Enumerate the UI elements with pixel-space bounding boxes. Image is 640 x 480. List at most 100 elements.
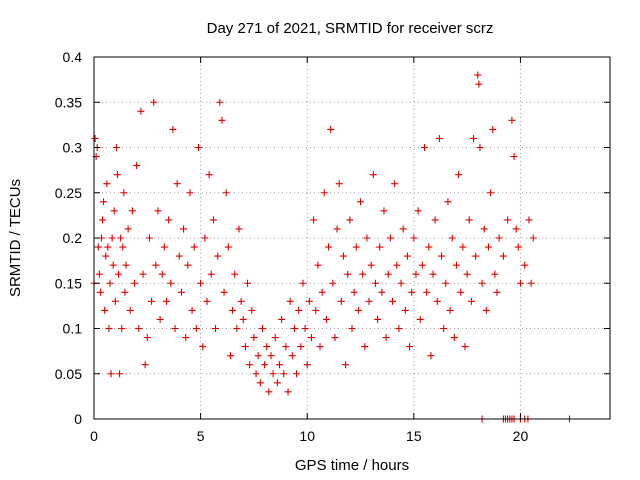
data-point [248, 306, 256, 314]
data-point [350, 288, 358, 296]
data-point [457, 288, 465, 296]
data-point [290, 325, 298, 332]
data-point [459, 243, 467, 251]
data-point [476, 144, 484, 151]
y-tick-label: 0.35 [55, 94, 82, 110]
data-point [218, 116, 226, 124]
data-point [295, 306, 303, 314]
data-point [391, 180, 399, 188]
data-point [113, 171, 121, 179]
data-point [425, 243, 433, 251]
data-point [165, 216, 173, 224]
data-point [384, 270, 392, 278]
data-point [269, 370, 277, 378]
data-point [282, 343, 290, 351]
data-point [231, 270, 239, 278]
data-point [395, 325, 403, 332]
data-point [495, 234, 503, 242]
data-point [261, 361, 269, 369]
data-point [301, 325, 309, 332]
data-point [478, 279, 486, 287]
data-point [162, 297, 170, 305]
y-tick-label: 0.15 [55, 275, 82, 291]
data-point [399, 225, 407, 233]
data-point [110, 207, 118, 215]
data-point [216, 98, 224, 106]
data-point [410, 234, 418, 242]
data-point [169, 125, 177, 133]
data-point [233, 325, 241, 332]
x-axis-label: GPS time / hours [295, 457, 409, 474]
data-point [472, 252, 480, 260]
data-point [101, 306, 109, 314]
data-point [220, 288, 228, 296]
data-point [152, 261, 160, 269]
data-point [109, 261, 117, 269]
x-tick-label: 0 [90, 428, 98, 444]
data-point [105, 325, 113, 332]
data-point [337, 297, 345, 305]
data-point [378, 288, 386, 296]
data-point [529, 234, 537, 242]
data-point [499, 252, 507, 260]
data-point [96, 288, 104, 296]
data-point [124, 225, 132, 233]
y-tick-label: 0 [74, 411, 82, 427]
data-point [339, 252, 347, 260]
data-point [128, 207, 136, 215]
data-point [312, 306, 320, 314]
data-point [188, 306, 196, 314]
data-point [433, 297, 441, 305]
data-point [346, 216, 354, 224]
data-point [431, 216, 439, 224]
data-point [374, 315, 382, 323]
y-tick-label: 0.3 [63, 140, 83, 156]
data-point [271, 334, 279, 342]
data-point [160, 243, 168, 251]
data-point [237, 297, 245, 305]
data-point [107, 370, 115, 378]
data-point [209, 216, 217, 224]
data-point [474, 71, 482, 79]
data-point [438, 252, 446, 260]
data-point [429, 270, 437, 278]
data-point [143, 334, 151, 342]
data-point [212, 325, 220, 332]
data-point [239, 315, 247, 323]
data-point [235, 225, 243, 233]
data-point [184, 261, 192, 269]
data-point [104, 243, 112, 251]
data-point [276, 361, 284, 369]
data-point [329, 279, 337, 287]
data-point [354, 306, 362, 314]
data-point [244, 279, 252, 287]
data-point [226, 352, 234, 360]
data-point [412, 270, 420, 278]
data-point [95, 270, 103, 278]
data-point [286, 297, 294, 305]
data-point [455, 171, 463, 179]
data-point [256, 379, 264, 387]
data-point [482, 306, 490, 314]
data-point [380, 207, 388, 215]
data-point [117, 234, 125, 242]
data-point [508, 116, 516, 124]
data-point [175, 252, 183, 260]
data-point [145, 234, 153, 242]
data-point [487, 189, 495, 197]
data-point [241, 343, 249, 351]
data-point [167, 279, 175, 287]
data-point [414, 207, 422, 215]
data-point [361, 343, 369, 351]
data-point [139, 270, 147, 278]
y-tick-label: 0.1 [63, 321, 83, 337]
data-point [386, 234, 394, 242]
data-point [171, 325, 179, 332]
data-point [293, 370, 301, 378]
x-tick-label: 15 [406, 428, 422, 444]
data-point [403, 252, 411, 260]
data-point [365, 297, 373, 305]
data-point [325, 243, 333, 251]
data-point [284, 388, 292, 396]
data-point [435, 134, 443, 142]
